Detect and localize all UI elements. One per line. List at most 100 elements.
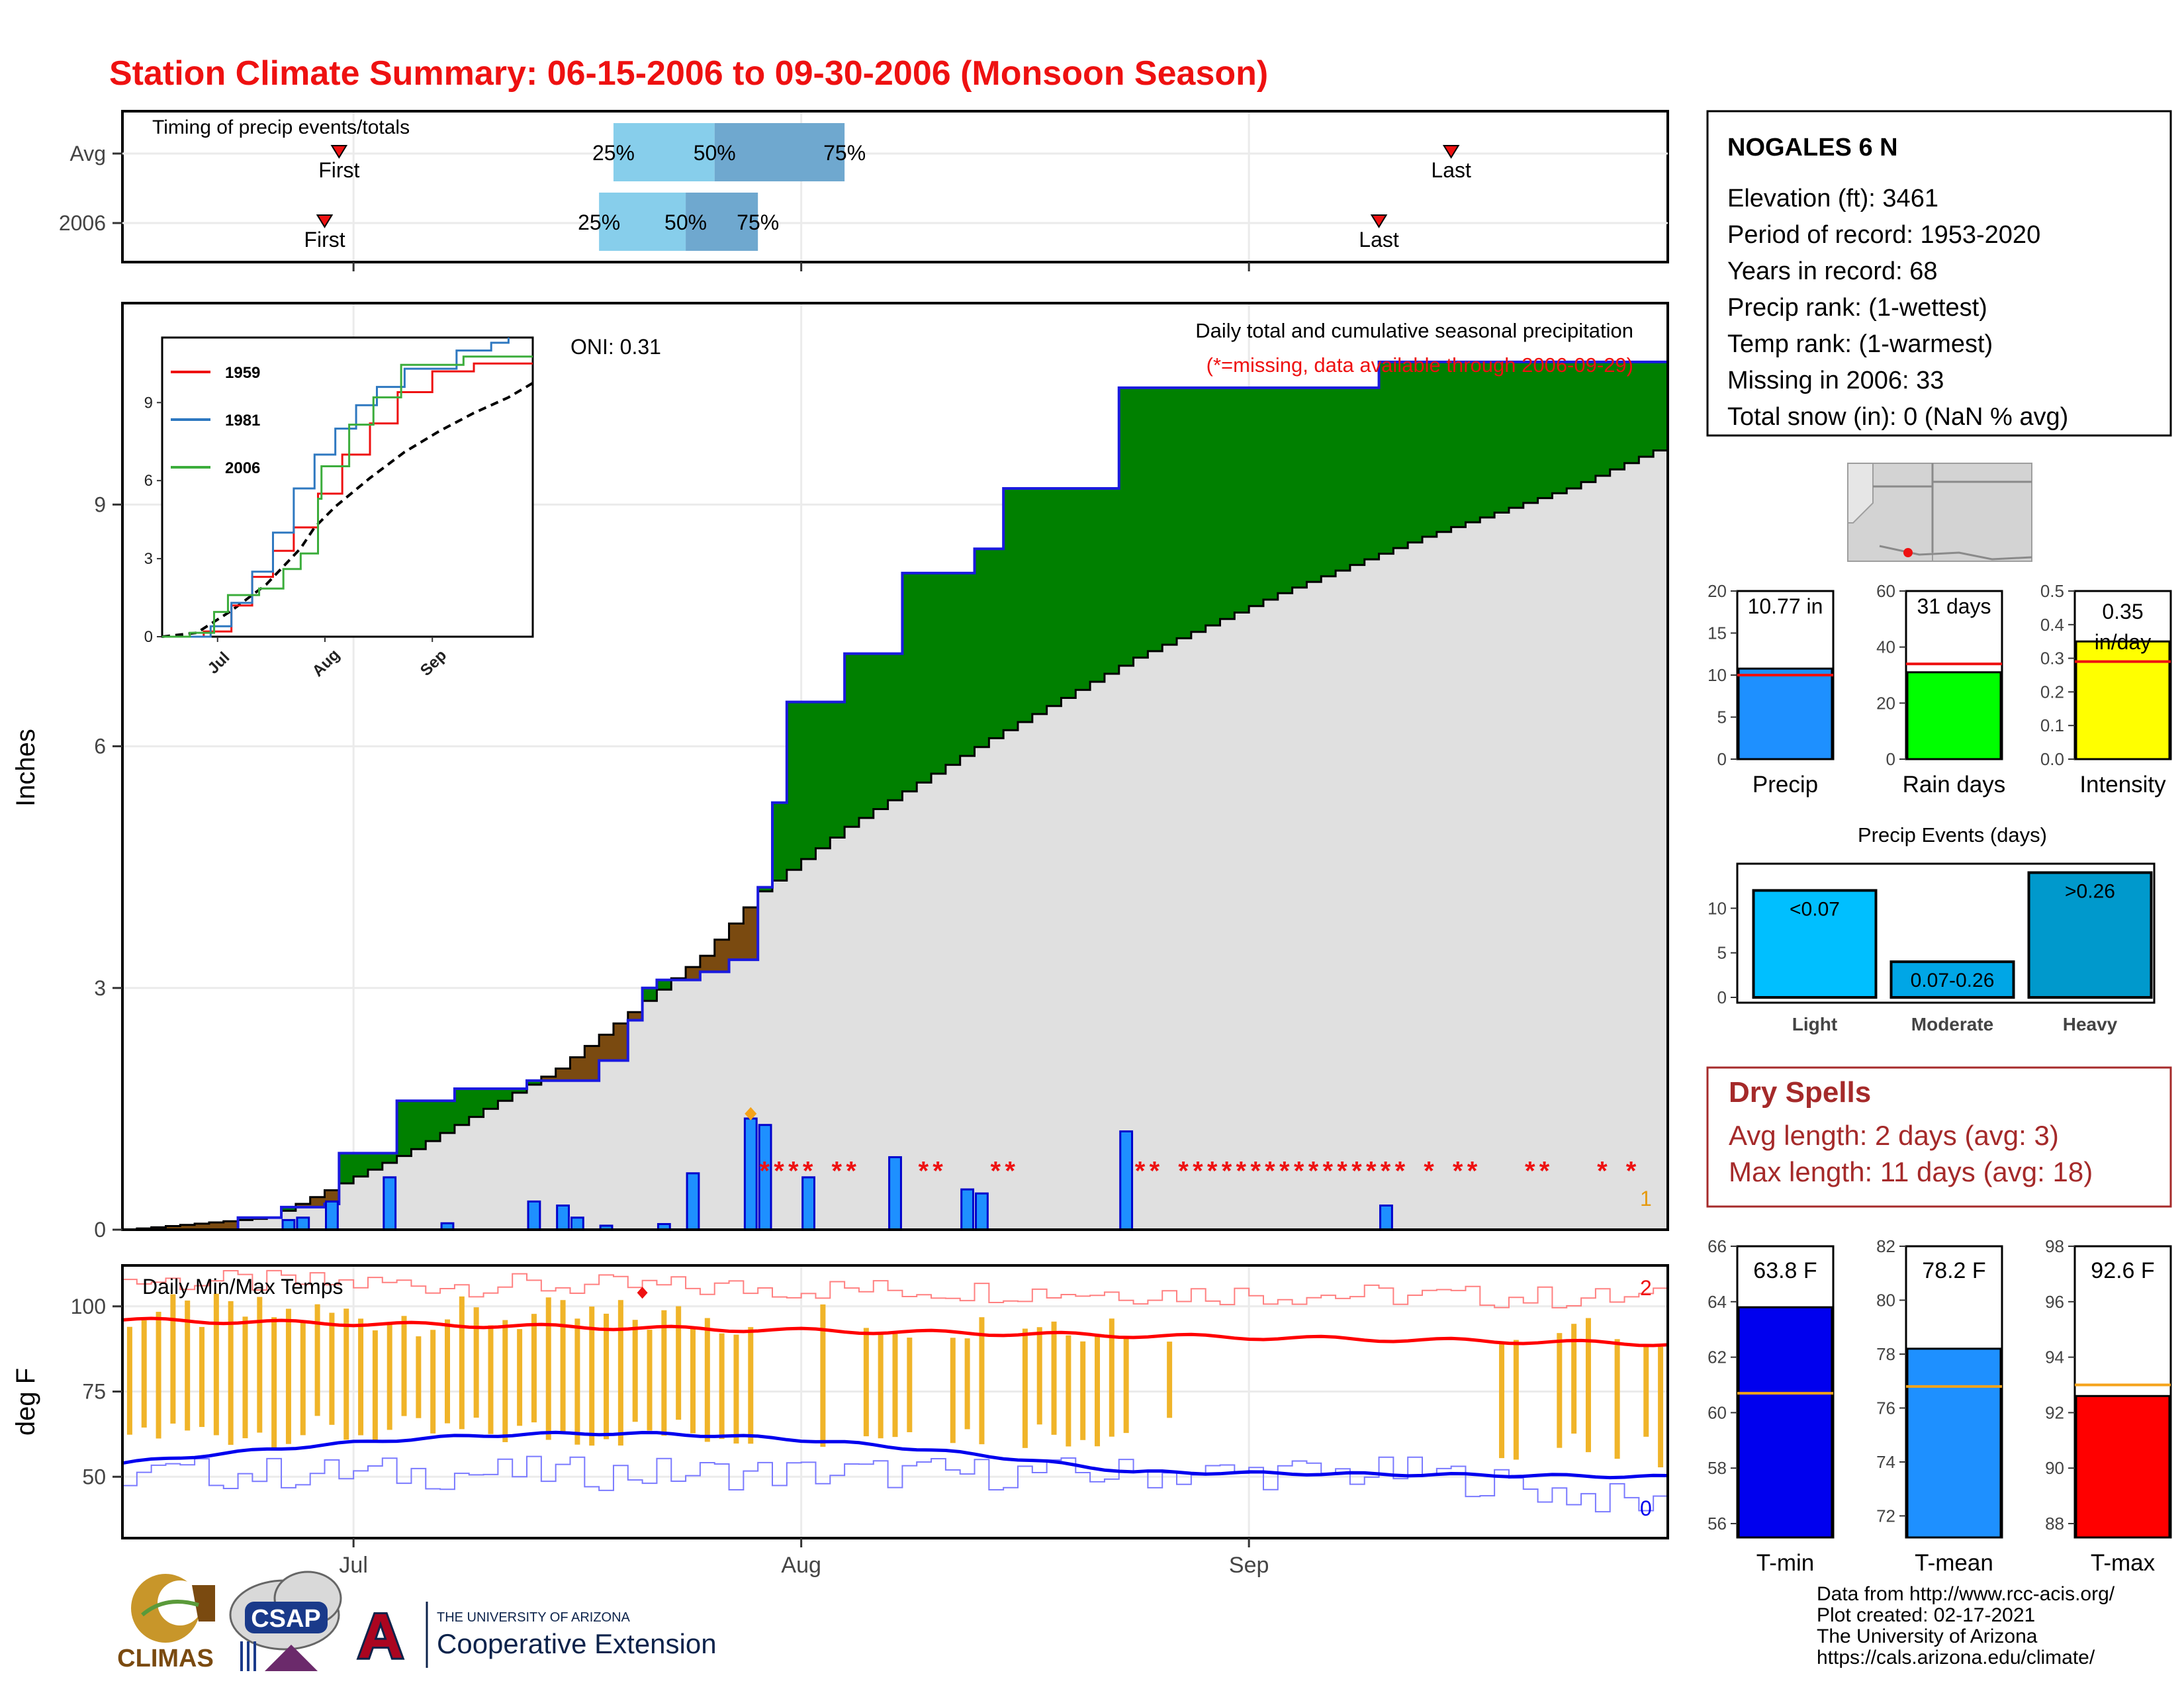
missing-day-asterisk: * bbox=[1250, 1156, 1261, 1185]
above-normal-segment bbox=[498, 1088, 513, 1101]
missing-day-asterisk: * bbox=[1525, 1156, 1535, 1185]
month-tick-label: Aug bbox=[781, 1553, 821, 1578]
missing-day-asterisk: * bbox=[1308, 1156, 1319, 1185]
inset-series-2006 bbox=[162, 355, 533, 638]
above-normal-segment bbox=[844, 653, 860, 827]
daily-temp-range-bar bbox=[1557, 1333, 1563, 1448]
daily-temp-range-bar bbox=[1614, 1339, 1620, 1459]
daily-precip-bar bbox=[570, 1216, 584, 1231]
daily-temp-range-bar bbox=[1123, 1336, 1129, 1434]
daily-temp-range-bar bbox=[430, 1330, 436, 1434]
timing-q50-q75-bar bbox=[686, 193, 758, 251]
events-title: Precip Events (days) bbox=[1858, 823, 2047, 846]
timing-last-label: Last bbox=[1359, 228, 1399, 251]
daily-temp-range-bar bbox=[185, 1301, 191, 1431]
missing-day-asterisk: * bbox=[832, 1156, 842, 1185]
timing-q25-label: 25% bbox=[578, 210, 620, 234]
below-normal-segment bbox=[584, 1046, 600, 1081]
temp-summary-tick-label: 82 bbox=[1876, 1236, 1895, 1256]
below-normal-segment bbox=[295, 1204, 311, 1207]
daily-temp-range-bar bbox=[950, 1338, 956, 1443]
missing-day-asterisk: * bbox=[1424, 1156, 1434, 1185]
daily-temp-range-bar bbox=[1095, 1335, 1101, 1447]
above-normal-segment bbox=[1581, 361, 1596, 482]
station-info-line: Period of record: 1953-2020 bbox=[1727, 221, 2040, 249]
daily-precip-bar bbox=[281, 1218, 296, 1231]
temp-summary-tick-label: 76 bbox=[1876, 1398, 1895, 1418]
above-normal-segment bbox=[772, 802, 788, 881]
temp-summary-bar-charts: 56 58 60 62 64 66 63.8 F T-min 72 74 76 78 80 82 78.2 … bbox=[1707, 1236, 2172, 1576]
daily-temp-range-bar bbox=[488, 1325, 494, 1434]
daily-temp-range-bar bbox=[473, 1307, 479, 1418]
max-daily-precip-marker bbox=[745, 1107, 757, 1120]
daily-temp-range-bar bbox=[574, 1318, 580, 1445]
below-normal-segment bbox=[324, 1190, 340, 1205]
events-bar-Light bbox=[1752, 889, 1878, 999]
ua-line2: Cooperative Extension bbox=[437, 1628, 717, 1659]
timing-first-label: First bbox=[304, 228, 345, 251]
missing-day-asterisk: * bbox=[1005, 1156, 1015, 1185]
daily-temp-range-bar bbox=[517, 1329, 523, 1426]
above-normal-segment bbox=[1220, 387, 1235, 619]
above-normal-segment bbox=[1336, 387, 1351, 571]
precip-count-label: 1 bbox=[1640, 1187, 1652, 1211]
below-normal-segment bbox=[743, 907, 758, 960]
daily-precip-bar bbox=[743, 1117, 758, 1231]
daily-precip-bar bbox=[556, 1204, 570, 1231]
above-normal-segment bbox=[339, 1153, 354, 1183]
above-normal-segment bbox=[469, 1088, 484, 1117]
above-normal-segment bbox=[1321, 387, 1336, 576]
oni-label: ONI: 0.31 bbox=[570, 335, 661, 359]
station-info-line: Years in record: 68 bbox=[1727, 257, 1938, 285]
daily-temp-range-bar bbox=[719, 1333, 725, 1440]
below-normal-segment bbox=[729, 923, 744, 960]
above-normal-segment bbox=[1653, 361, 1668, 451]
timing-row-label: Avg bbox=[69, 142, 106, 165]
avg-tmax-line bbox=[122, 1316, 1668, 1348]
daily-temp-range-bar bbox=[242, 1316, 248, 1439]
daily-temp-range-bar bbox=[1499, 1343, 1505, 1459]
daily-temp-range-bar bbox=[387, 1322, 392, 1430]
above-normal-segment bbox=[1480, 361, 1495, 518]
daily-temp-range-bar bbox=[314, 1304, 320, 1416]
above-normal-segment bbox=[1422, 361, 1437, 537]
daily-temp-range-bar bbox=[979, 1317, 985, 1445]
daily-temp-range-bar bbox=[401, 1316, 407, 1416]
missing-day-asterisk: * bbox=[1135, 1156, 1146, 1185]
missing-day-asterisk: * bbox=[933, 1156, 943, 1185]
daily-temp-range-bar bbox=[199, 1326, 205, 1428]
missing-day-asterisk: * bbox=[1322, 1156, 1333, 1185]
temp-panel: Daily Min/Max Temps 2 0 deg F 50 75 100 Ju… bbox=[11, 1264, 1669, 1578]
temp-min-count: 0 bbox=[1640, 1496, 1652, 1520]
daily-temp-range-bar bbox=[1513, 1340, 1519, 1460]
daily-precip-bar bbox=[383, 1176, 397, 1231]
temp-summary-category-label: T-max bbox=[2091, 1550, 2156, 1576]
daily-temp-range-bar bbox=[647, 1330, 653, 1431]
daily-temp-range-bar bbox=[358, 1318, 364, 1436]
daily-temp-range-bar bbox=[589, 1306, 595, 1446]
above-normal-segment bbox=[483, 1088, 498, 1109]
inset-legend-label: 1981 bbox=[225, 412, 260, 430]
above-normal-segment bbox=[1567, 361, 1582, 488]
events-tick-label: 5 bbox=[1717, 943, 1727, 963]
missing-day-asterisk: * bbox=[774, 1156, 784, 1185]
logo-row: CLIMAS CSAP A THE UNIVERSITY OF ARIZONA … bbox=[117, 1571, 717, 1674]
ua-line1: THE UNIVERSITY OF ARIZONA bbox=[437, 1610, 631, 1625]
above-normal-segment bbox=[858, 653, 874, 818]
daily-precip-bar bbox=[975, 1192, 989, 1231]
daily-temp-range-bar bbox=[343, 1308, 349, 1440]
below-normal-segment bbox=[570, 1057, 585, 1081]
above-normal-segment bbox=[1075, 488, 1091, 690]
temp-summary-tick-label: 74 bbox=[1876, 1452, 1895, 1472]
timing-q25-q50-bar bbox=[599, 193, 686, 251]
climas-logo: CLIMAS bbox=[117, 1574, 215, 1672]
summary-bar-value-label: 10.77 in bbox=[1748, 594, 1823, 618]
daily-precip-bar bbox=[527, 1200, 541, 1231]
daily-temp-range-bar bbox=[416, 1336, 422, 1418]
daily-temp-range-bar bbox=[126, 1326, 132, 1435]
below-normal-segment bbox=[686, 967, 701, 980]
missing-day-asterisk: * bbox=[1207, 1156, 1218, 1185]
ua-a-letter: A bbox=[357, 1601, 403, 1672]
missing-day-asterisk: * bbox=[1381, 1156, 1391, 1185]
daily-precip-bar bbox=[888, 1156, 902, 1231]
